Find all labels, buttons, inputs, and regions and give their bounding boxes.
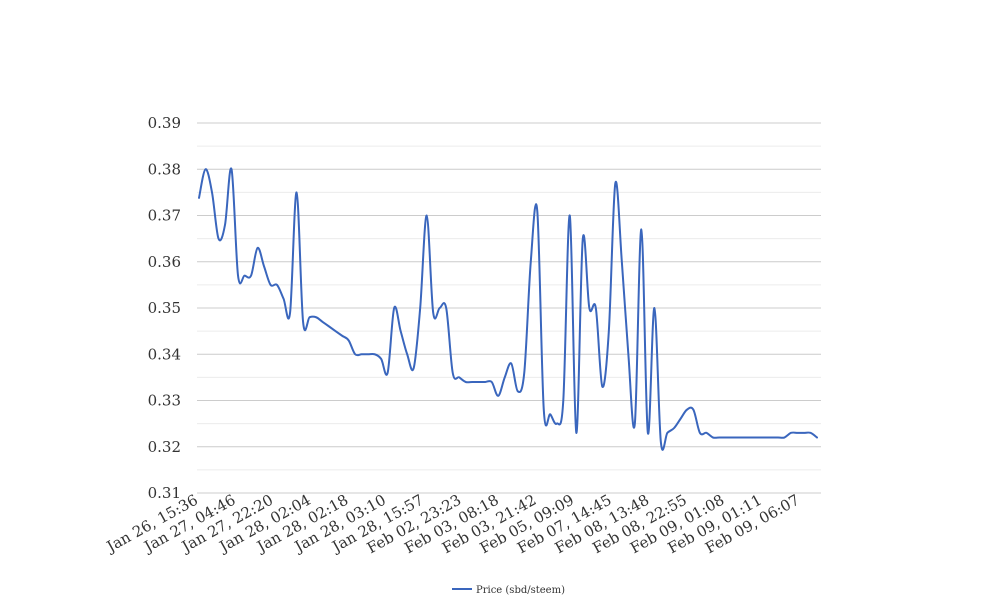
y-tick-label: 0.36 [148, 253, 181, 271]
y-tick-label: 0.34 [148, 345, 181, 363]
legend: Price (sbd/steem) [452, 585, 565, 596]
y-tick-label: 0.32 [148, 438, 181, 456]
plot-area [198, 167, 818, 451]
y-tick-label: 0.38 [148, 160, 181, 178]
y-tick-label: 0.31 [148, 484, 181, 502]
y-tick-label: 0.39 [148, 114, 181, 132]
y-tick-label: 0.35 [148, 299, 181, 317]
y-tick-label: 0.33 [148, 392, 181, 410]
y-tick-label: 0.37 [148, 207, 181, 225]
y-axis: 0.31 0.32 0.33 0.34 0.35 0.36 0.37 0.38 0.39 [148, 114, 181, 502]
legend-label-price: Price (sbd/steem) [476, 585, 565, 596]
series-line-price [198, 167, 818, 451]
